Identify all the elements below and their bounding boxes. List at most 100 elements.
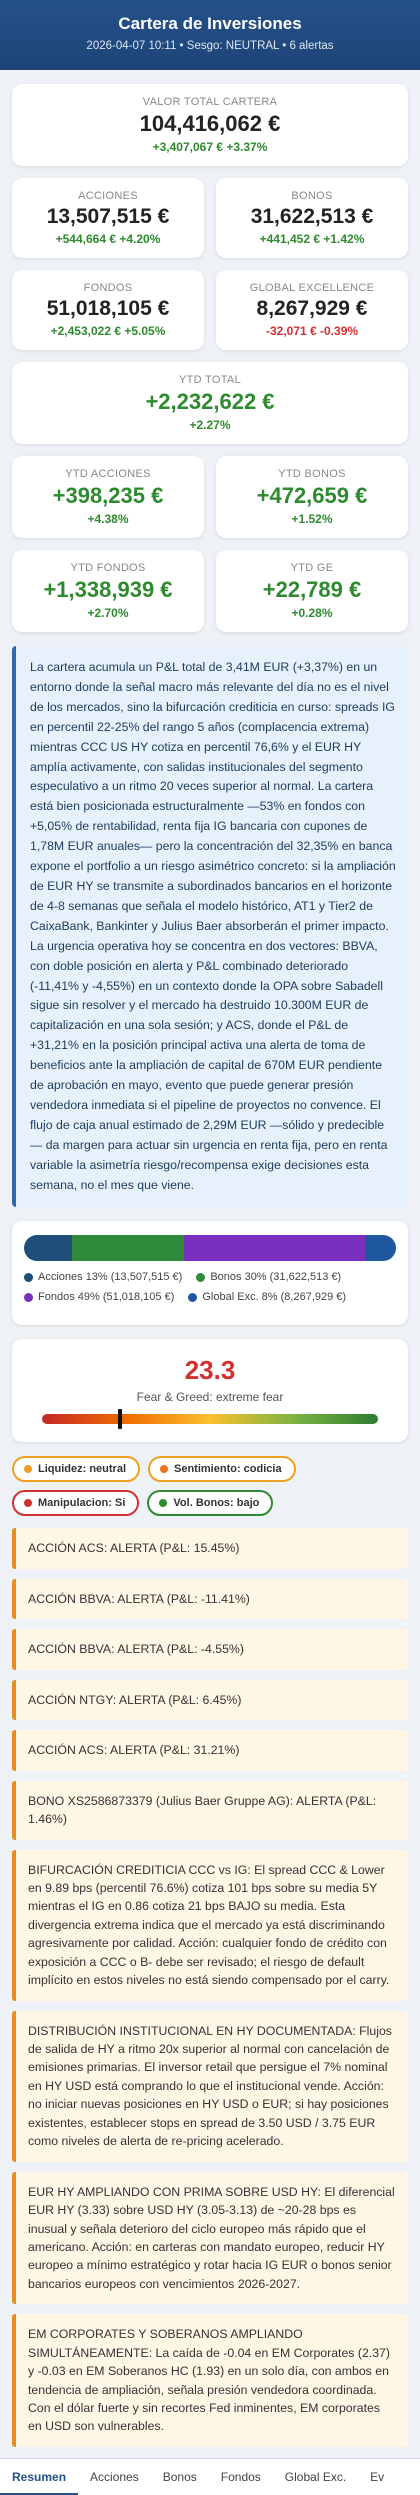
status-badge: Liquidez: neutral xyxy=(12,1456,140,1483)
fear-greed-value: 23.3 xyxy=(184,1355,236,1386)
card-value: 8,267,929 € xyxy=(256,297,368,320)
card-value: 13,507,515 € xyxy=(46,205,170,228)
legend-label: Fondos 49% (51,018,105 €) xyxy=(38,1291,175,1304)
legend-dot-icon xyxy=(188,1292,198,1302)
legend-item: Acciones 13% (13,507,515 €) xyxy=(24,1271,182,1283)
legend-dot-icon xyxy=(24,1272,33,1282)
badge-label: Liquidez: neutral xyxy=(38,1463,126,1476)
alerts-list: ACCIÓN ACS: ALERTA (P&L: 15.45%) ACCIÓN B… xyxy=(12,1528,408,2447)
total-value: 104,416,062 € xyxy=(139,111,281,136)
alert-item: ACCIÓN ACS: ALERTA (P&L: 31.21%) xyxy=(12,1730,408,1771)
total-value-label: VALOR TOTAL CARTERA xyxy=(142,96,278,108)
legend-dot-icon xyxy=(196,1272,206,1282)
gauge-needle xyxy=(118,1409,123,1430)
card-value: 51,018,105 € xyxy=(46,297,170,320)
status-badge: Manipulacion: Si xyxy=(12,1490,140,1517)
ytd-card-bonos: YTD BONOS +472,659 € +1.52% xyxy=(216,456,408,538)
legend-label: Acciones 13% (13,507,515 €) xyxy=(38,1271,183,1284)
allocation-segment-1 xyxy=(72,1235,184,1262)
fear-greed-card: 23.3 Fear & Greed: extreme fear xyxy=(12,1339,408,1443)
ytd-value: +22,789 € xyxy=(262,577,362,602)
card-label: BONOS xyxy=(291,190,333,202)
badge-label: Sentimiento: codicia xyxy=(174,1463,282,1476)
allocation-segment-2 xyxy=(183,1235,367,1262)
total-change: +3,407,067 € +3.37% xyxy=(152,140,268,154)
card-label: FONDOS xyxy=(83,282,133,294)
badge-label: Vol. Bonos: bajo xyxy=(173,1497,260,1510)
alert-item: ACCIÓN BBVA: ALERTA (P&L: -4.55%) xyxy=(12,1629,408,1670)
card-label: GLOBAL EXCELLENCE xyxy=(249,282,375,294)
card-value: 31,622,513 € xyxy=(250,205,374,228)
ytd-value: +398,235 € xyxy=(52,483,164,508)
allocation-card: Acciones 13% (13,507,515 €) Bonos 30% (31… xyxy=(12,1221,408,1326)
card-bonos: BONOS 31,622,513 € +441,452 € +1.42% xyxy=(216,178,408,258)
alert-item: EUR HY AMPLIANDO CON PRIMA SOBRE USD HY:… xyxy=(12,2171,408,2305)
fear-greed-gauge xyxy=(42,1409,378,1430)
status-badges: Liquidez: neutral Sentimiento: codicia Man… xyxy=(12,1456,408,1517)
ytd-pct: +2.70% xyxy=(87,606,129,620)
card-change: +544,664 € +4.20% xyxy=(55,232,161,246)
status-badge: Vol. Bonos: bajo xyxy=(147,1490,274,1517)
tab-global-exc[interactable]: Global Exc. xyxy=(284,2469,347,2484)
page-title: Cartera de Inversiones xyxy=(118,14,302,33)
ytd-label: YTD ACCIONES xyxy=(65,468,151,480)
fear-greed-label: Fear & Greed: extreme fear xyxy=(136,1390,284,1405)
legend-label: Global Exc. 8% (8,267,929 €) xyxy=(202,1291,347,1304)
ytd-value: +1,338,939 € xyxy=(43,577,173,602)
card-change: +2,453,022 € +5.05% xyxy=(50,324,166,338)
ytd-pct: +1.52% xyxy=(291,512,333,526)
allocation-bar xyxy=(24,1235,396,1262)
ytd-label: YTD GE xyxy=(290,562,334,574)
alert-item: DISTRIBUCIÓN INSTITUCIONAL EN HY DOCUMEN… xyxy=(12,2010,408,2162)
ytd-card-ge: YTD GE +22,789 € +0.28% xyxy=(216,550,408,632)
total-value-card: VALOR TOTAL CARTERA 104,416,062 € +3,407… xyxy=(12,84,408,166)
status-dot-icon xyxy=(24,1465,32,1474)
allocation-segment-3 xyxy=(366,1235,396,1262)
legend-item: Bonos 30% (31,622,513 €) xyxy=(196,1271,341,1283)
ytd-value: +472,659 € xyxy=(256,483,368,508)
alert-item: BIFURCACIÓN CREDITICIA CCC vs IG: El spr… xyxy=(12,1849,408,2001)
alert-item: EM CORPORATES Y SOBERANOS AMPLIANDO SIMU… xyxy=(12,2314,408,2447)
ytd-total-card: YTD TOTAL +2,232,622 € +2.27% xyxy=(12,362,408,444)
alert-item: BONO XS2586873379 (Julius Baer Gruppe AG… xyxy=(12,1780,408,1840)
bottom-tab-bar: Resumen Acciones Bonos Fondos Global Exc. Ev xyxy=(0,2458,420,2495)
tab-resumen[interactable]: Resumen xyxy=(0,2459,79,2495)
status-dot-icon xyxy=(24,1499,32,1508)
ytd-total-value: +2,232,622 € xyxy=(145,389,275,414)
main-content: VALOR TOTAL CARTERA 104,416,062 € +3,407… xyxy=(0,70,420,2447)
status-dot-icon xyxy=(160,1465,168,1474)
alert-item: ACCIÓN NTGY: ALERTA (P&L: 6.45%) xyxy=(12,1679,408,1721)
card-acciones: ACCIONES 13,507,515 € +544,664 € +4.20% xyxy=(12,178,204,258)
ytd-label: YTD BONOS xyxy=(278,468,346,480)
card-change: -32,071 € -0.39% xyxy=(265,324,359,338)
card-fondos: FONDOS 51,018,105 € +2,453,022 € +5.05% xyxy=(12,270,204,350)
alert-item: ACCIÓN BBVA: ALERTA (P&L: -11.41%) xyxy=(12,1578,408,1620)
allocation-segment-0 xyxy=(24,1235,73,1262)
legend-dot-icon xyxy=(24,1292,33,1302)
ytd-pct: +4.38% xyxy=(87,512,129,526)
ytd-label: YTD FONDOS xyxy=(70,562,146,574)
status-badge: Sentimiento: codicia xyxy=(148,1456,296,1483)
header-subtitle: 2026-04-07 10:11 • Sesgo: NEUTRAL • 6 al… xyxy=(86,40,334,52)
ytd-card-fondos: YTD FONDOS +1,338,939 € +2.70% xyxy=(12,550,204,632)
ytd-total-pct: +2.27% xyxy=(189,418,231,432)
status-dot-icon xyxy=(159,1499,168,1508)
portfolio-narrative: La cartera acumula un P&L total de 3,41M… xyxy=(12,646,408,1208)
badge-label: Manipulacion: Si xyxy=(38,1497,126,1510)
ytd-card-acciones: YTD ACCIONES +398,235 € +4.38% xyxy=(12,456,204,538)
ytd-pct: +0.28% xyxy=(291,606,333,620)
card-global-excellence: GLOBAL EXCELLENCE 8,267,929 € -32,071 € … xyxy=(216,270,408,350)
allocation-legend: Acciones 13% (13,507,515 €) Bonos 30% (31… xyxy=(24,1271,396,1311)
card-change: +441,452 € +1.42% xyxy=(259,232,365,246)
card-label: ACCIONES xyxy=(78,190,138,202)
app-header: Cartera de Inversiones 2026-04-07 10:11 … xyxy=(0,0,420,70)
legend-item: Fondos 49% (51,018,105 €) xyxy=(24,1291,174,1303)
legend-item: Global Exc. 8% (8,267,929 €) xyxy=(188,1291,346,1303)
tab-fondos[interactable]: Fondos xyxy=(220,2469,261,2484)
tab-ev[interactable]: Ev xyxy=(370,2469,385,2484)
ytd-total-label: YTD TOTAL xyxy=(179,374,241,386)
alert-item: ACCIÓN ACS: ALERTA (P&L: 15.45%) xyxy=(12,1528,408,1569)
tab-bonos[interactable]: Bonos xyxy=(162,2469,197,2484)
legend-label: Bonos 30% (31,622,513 €) xyxy=(210,1271,342,1284)
tab-acciones[interactable]: Acciones xyxy=(90,2469,139,2484)
